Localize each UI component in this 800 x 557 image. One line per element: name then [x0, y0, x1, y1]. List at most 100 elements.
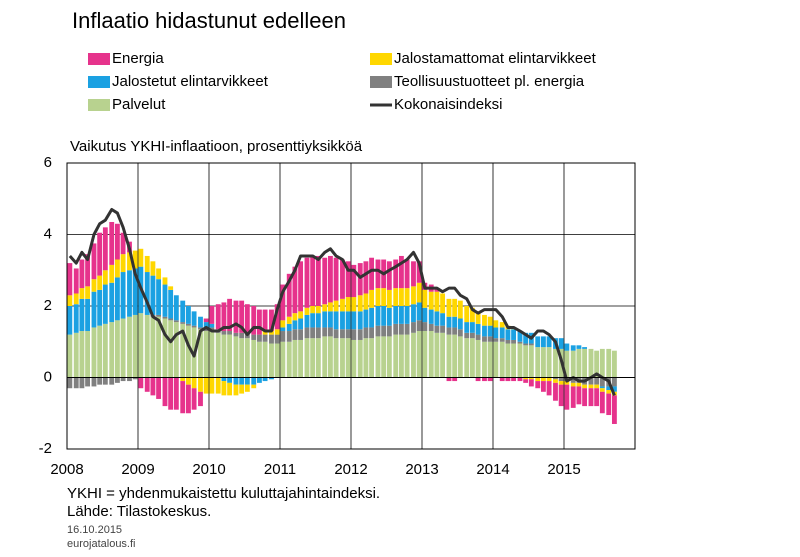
bar [251, 384, 257, 389]
bar [120, 318, 126, 378]
y-tick-label: -2 [39, 440, 52, 457]
bar [611, 395, 617, 424]
bar [553, 379, 558, 383]
bar [91, 291, 97, 328]
bar [475, 339, 481, 378]
bar [523, 377, 529, 380]
bar [138, 248, 144, 267]
bar [369, 289, 375, 308]
bar [351, 297, 357, 312]
bar [114, 259, 120, 278]
bar [528, 377, 534, 380]
bar [298, 261, 304, 312]
bar [274, 334, 280, 344]
bar [162, 318, 168, 378]
bar [416, 302, 422, 321]
bar [511, 329, 517, 340]
bar [256, 334, 262, 342]
bar [611, 386, 617, 392]
bar [564, 343, 570, 351]
bar [79, 298, 85, 332]
bar [244, 384, 250, 392]
bar [594, 350, 600, 378]
bar [162, 377, 168, 407]
bar [393, 323, 399, 335]
bar [73, 332, 79, 378]
bar [91, 243, 97, 280]
bar [398, 306, 404, 324]
bar [209, 323, 215, 328]
bar [517, 341, 523, 344]
bar [457, 336, 463, 378]
bar [286, 273, 292, 317]
bar [215, 332, 221, 378]
bar [156, 377, 162, 399]
bar [469, 338, 475, 378]
bar [594, 384, 600, 389]
bar [404, 259, 410, 289]
bar [517, 343, 523, 378]
bar [79, 331, 85, 378]
bar [464, 306, 470, 323]
bar [553, 377, 558, 380]
bar [209, 377, 215, 394]
bar [517, 377, 523, 382]
bar [274, 343, 280, 378]
bar [606, 390, 612, 394]
bar [440, 325, 446, 333]
bar [452, 298, 458, 317]
bar [386, 289, 392, 308]
bar [109, 221, 115, 265]
x-tick-label: 2008 [50, 461, 83, 478]
bar [304, 307, 310, 315]
bar [256, 309, 262, 335]
bar [416, 331, 422, 378]
bar [73, 293, 79, 305]
bar [180, 381, 186, 414]
bar [233, 336, 239, 378]
bar [558, 384, 564, 407]
bar [262, 331, 268, 335]
bar [280, 331, 286, 342]
bar [576, 382, 582, 387]
bar [91, 279, 97, 292]
bar [422, 307, 428, 323]
legend-label: Palvelut [112, 96, 166, 113]
y-axis-label: Vaikutus YKHI-inflaatioon, prosenttiyksi… [70, 138, 363, 155]
bar [162, 277, 168, 285]
note: Lähde: Tilastokeskus. [67, 503, 211, 520]
bar [191, 377, 197, 389]
bar [150, 316, 156, 378]
bar [528, 343, 534, 346]
bar [386, 307, 392, 326]
bar [310, 306, 316, 314]
bar [280, 320, 286, 328]
bar [553, 382, 558, 401]
bar [570, 386, 576, 408]
bar [570, 382, 576, 387]
bar [67, 295, 73, 306]
bar [221, 334, 227, 378]
bar [375, 288, 381, 306]
bar [546, 381, 552, 396]
bar [611, 377, 617, 387]
bar [517, 331, 523, 342]
bar [535, 381, 541, 389]
legend-swatch [370, 76, 392, 88]
bar [369, 327, 375, 339]
bar [446, 316, 452, 328]
bar [351, 339, 357, 378]
bar [369, 257, 375, 290]
bar [144, 377, 150, 392]
bar [173, 377, 179, 410]
bar [611, 350, 617, 378]
bar [363, 338, 369, 378]
bar [411, 322, 416, 333]
bar [239, 377, 245, 385]
bar [102, 227, 108, 271]
bar [298, 339, 304, 378]
bar [150, 275, 156, 315]
bar [487, 336, 493, 342]
note: YKHI = yhdenmukaistettu kuluttajahintain… [67, 485, 380, 502]
bar [540, 347, 546, 378]
